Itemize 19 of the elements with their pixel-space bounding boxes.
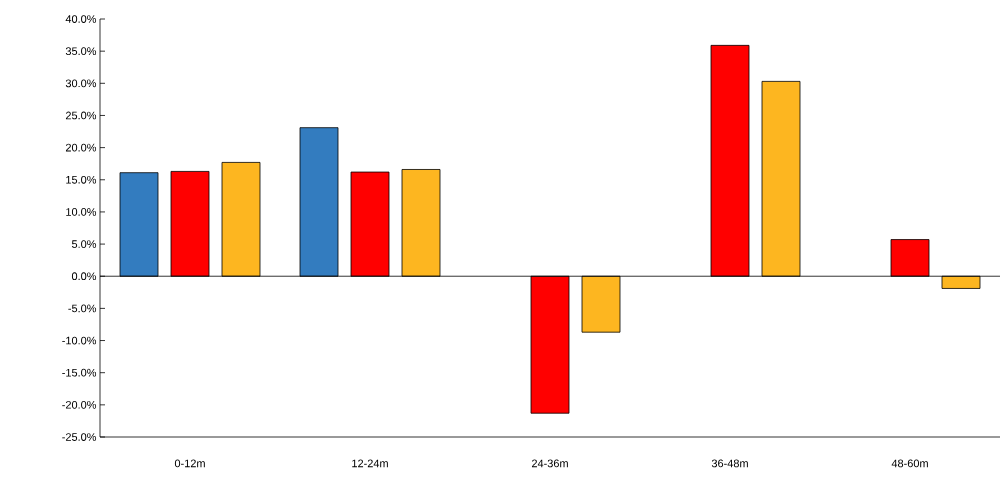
y-tick-label: 40.0% — [65, 15, 97, 23]
x-tick-label: 0-12m — [174, 459, 205, 468]
y-tick-label: 35.0% — [65, 47, 97, 56]
y-tick-label: -5.0% — [68, 304, 97, 313]
y-tick-label: 30.0% — [65, 79, 97, 88]
x-tick-label: 12-24m — [352, 459, 388, 468]
y-tick-label: 25.0% — [65, 111, 97, 120]
y-tick-label: 0.0% — [71, 272, 97, 281]
y-tick-label: 15.0% — [66, 175, 97, 184]
y-tick-label: -25.0% — [62, 433, 97, 441]
x-tick-label: 24-36m — [531, 459, 568, 468]
x-tick-label: 48-60m — [891, 459, 928, 468]
x-tick-label: 36-48m — [711, 459, 748, 468]
y-tick-label: 20.0% — [65, 143, 97, 152]
y-tick-label: -15.0% — [62, 368, 97, 377]
y-tick-label: 10.0% — [66, 208, 97, 216]
y-tick-label: -20.0% — [62, 400, 97, 409]
y-tick-label: -10.0% — [62, 336, 97, 345]
y-tick-label: 5.0% — [71, 240, 97, 248]
